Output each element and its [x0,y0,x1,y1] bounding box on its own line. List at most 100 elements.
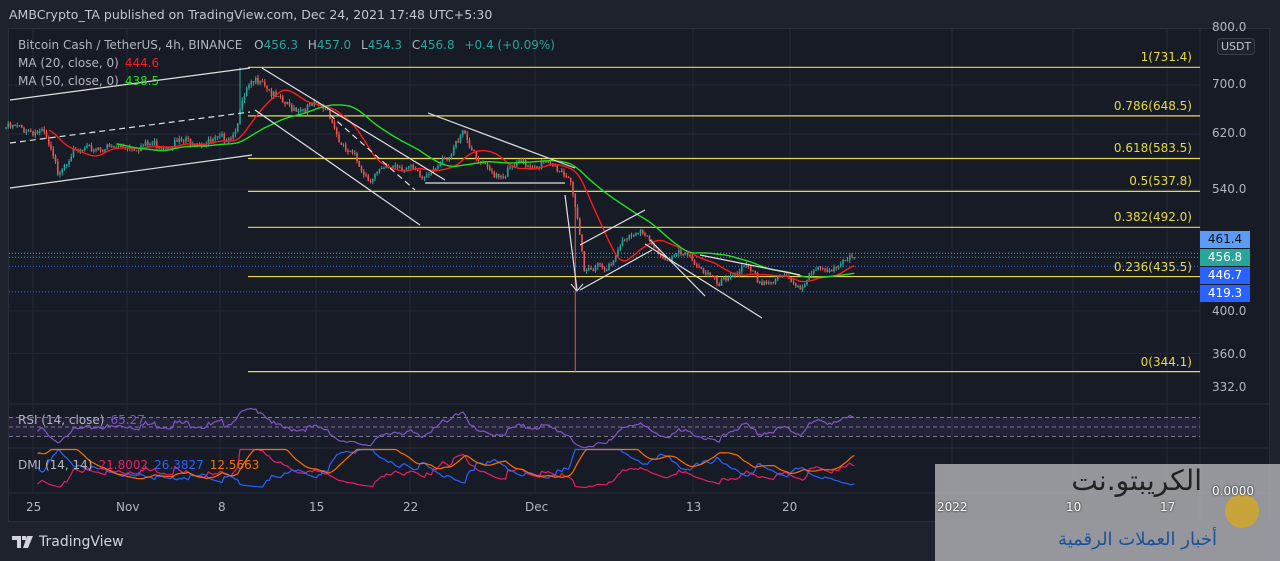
candle-body [304,109,307,113]
candle-body [421,176,424,179]
time-tick: 10 [1066,500,1082,514]
candle-body [565,175,568,178]
dmi-legend[interactable]: DMI (14, 14) 21.8002 26.3827 12.5663 [18,458,259,472]
candle-body [626,238,628,240]
candle-body [488,166,491,171]
candle-body [585,269,588,271]
candle-body [470,147,473,150]
candle-body [245,88,248,96]
candle-body [518,160,520,162]
candle-body [583,251,586,271]
candle-body [761,281,763,285]
chart-frame[interactable] [8,28,1270,522]
candle-body [554,165,556,167]
candle-body [794,283,797,286]
candle-body [689,255,691,257]
candle-body [308,102,311,105]
ma50-legend[interactable]: MA (50, close, 0) 438.5 [18,74,159,88]
candle-body [468,139,471,148]
candle-body [430,173,433,175]
candle-body [351,150,354,154]
candle-body [344,144,347,151]
candle-body [587,267,590,270]
candle-body [617,249,619,257]
candle-body [281,96,284,103]
candle-body [846,260,849,262]
candle-body [198,144,201,146]
candle-body [731,275,734,277]
candle-body [614,256,617,261]
candle-body [378,169,381,172]
currency-button[interactable]: USDT [1217,38,1256,55]
candle-body [682,254,685,256]
candle-body [38,130,41,134]
candle-body [365,174,367,176]
candle-body [835,267,838,269]
candle-body [500,176,502,178]
candle-body [524,160,527,167]
candle-body [619,245,622,250]
candle-body [419,171,421,177]
candle-body [718,283,721,286]
high-value: 457.0 [316,38,352,52]
tradingview-logo[interactable]: TradingView [12,534,124,550]
price-tick: 700.0 [1212,77,1247,91]
candle-body [590,267,592,270]
candle-body [520,160,523,163]
candle-body [47,137,50,145]
candle-body [266,85,268,89]
candle-body [293,107,295,111]
adx-value: 12.5663 [209,458,260,472]
candle-body [695,264,698,267]
candles [5,67,856,372]
ma20-legend[interactable]: MA (20, close, 0) 444.6 [18,56,159,70]
rsi-line [37,407,855,449]
candle-body [360,166,363,172]
candle-body [367,175,370,181]
candle-body [817,266,820,270]
candle-body [259,81,262,84]
candle-body [99,147,102,151]
candle-body [218,135,221,137]
candle-body [70,156,73,161]
candle-body [635,233,637,236]
published-caption: AMBCrypto_TA published on TradingView.co… [9,7,493,22]
candle-body [743,265,745,267]
candle-body [497,173,500,177]
candle-body [833,267,835,272]
candle-body [92,149,95,152]
candle-body [83,147,86,151]
candle-body [410,165,412,167]
candle-body [90,145,93,152]
candle-body [34,131,37,136]
candle-body [655,246,658,249]
candle-body [698,266,700,268]
watermark-title: الكريبتو.نت [1071,464,1202,497]
candle-body [502,176,505,178]
candle-body [844,260,847,262]
candle-body [641,230,644,234]
candle-body [250,81,253,85]
candle-body [394,165,397,167]
candle-body [182,140,185,142]
candle-body [725,277,727,281]
time-tick: 2022 [937,500,968,514]
candle-body [644,233,646,236]
rsi-legend[interactable]: RSI (14, close) 65.27 [18,413,145,427]
candle-body [673,255,676,257]
candle-body [707,272,709,275]
candle-body [106,144,109,150]
candle-body [356,153,358,162]
trend-line [644,243,763,319]
candle-body [329,109,331,120]
candle-body [716,277,718,284]
candle-body [581,234,583,252]
candle-body [727,277,730,281]
candle-body [664,257,667,261]
candle-body [592,269,595,272]
candle-body [799,285,802,290]
candle-body [286,102,289,105]
close-value: 456.8 [420,38,455,52]
candle-body [542,161,545,163]
